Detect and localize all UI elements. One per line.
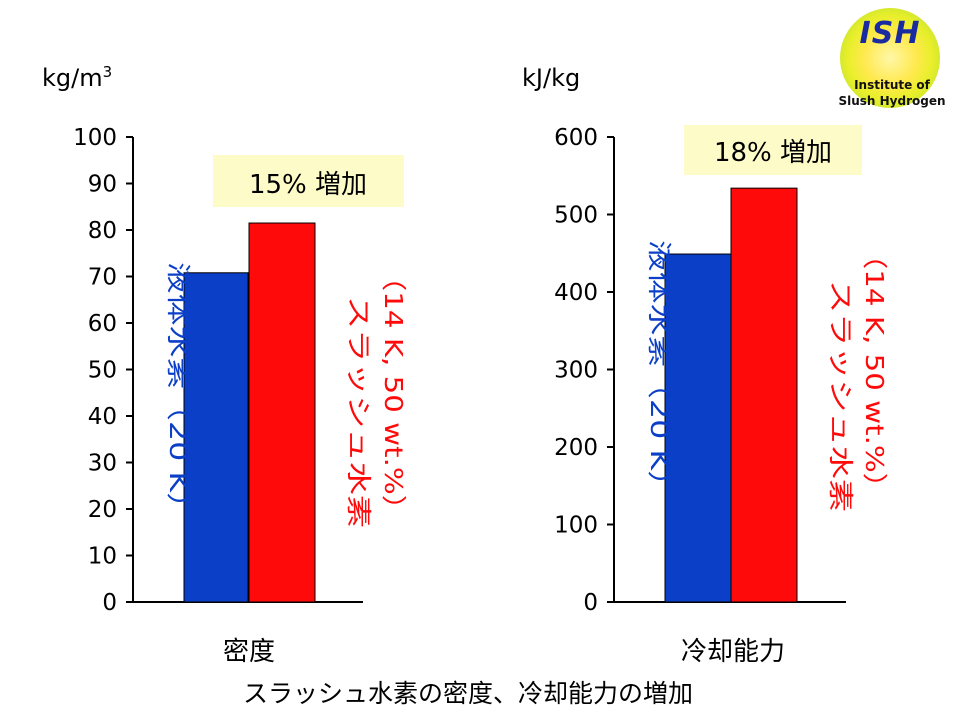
density-slush-series-label-line2: （14 K, 50 wt.%）	[379, 262, 408, 524]
cooling-liquid-series-label: 液体水素（20 K）	[645, 240, 674, 502]
density-bar-slush-hydrogen	[248, 222, 316, 603]
cooling-tick-label: 500	[554, 203, 598, 229]
cooling-unit-label: kJ/kg	[522, 64, 580, 92]
cooling-bar-slush-hydrogen	[730, 187, 798, 603]
density-callout-text: 15% 増加	[249, 170, 367, 200]
logo-text-line2: Slush Hydrogen	[838, 94, 946, 108]
density-bar-liquid-hydrogen	[183, 272, 249, 603]
cooling-category-label: 冷却能力	[681, 637, 785, 667]
density-tick-label: 60	[88, 311, 117, 337]
cooling-y-ticks: 0 100 200 300 400 500 600	[554, 125, 614, 616]
density-tick-label: 40	[88, 404, 117, 430]
logo-sun-circle	[840, 8, 940, 108]
figure-caption: スラッシュ水素の密度、冷却能力の増加	[243, 679, 693, 708]
density-tick-label: 50	[88, 358, 117, 384]
cooling-tick-label: 600	[554, 125, 598, 151]
cooling-callout-box	[684, 125, 862, 175]
density-liquid-series-label: 液体水素（20 K）	[164, 262, 193, 524]
logo-text-line1: Institute of	[854, 78, 930, 92]
cooling-tick-label: 0	[583, 590, 598, 616]
logo-abbreviation: ISH	[859, 16, 921, 51]
cooling-tick-label: 400	[554, 280, 598, 306]
density-chart: kg/m3 0 10 20 30 40 50 60 70 80 90 100 15% 増加 密度 液…	[42, 63, 408, 667]
density-tick-label: 10	[88, 544, 117, 570]
density-y-ticks: 0 10 20 30 40 50 60 70 80 90 100	[73, 125, 133, 616]
density-tick-label: 100	[73, 125, 117, 151]
density-tick-label: 20	[88, 497, 117, 523]
cooling-callout-text: 18% 増加	[714, 138, 832, 168]
ish-logo: ISH Institute of Slush Hydrogen	[834, 8, 950, 112]
density-slush-series-label-line1: スラッシュ水素	[344, 296, 373, 528]
density-category-label: 密度	[223, 637, 275, 667]
density-unit-label: kg/m3	[42, 63, 112, 92]
density-tick-label: 0	[102, 590, 117, 616]
cooling-slush-series-label-line1: スラッシュ水素	[826, 280, 855, 512]
cooling-tick-label: 200	[554, 435, 598, 461]
density-tick-label: 30	[88, 451, 117, 477]
density-unit-superscript: 3	[103, 63, 113, 81]
cooling-bar-liquid-hydrogen	[664, 253, 732, 603]
cooling-capacity-chart: kJ/kg 0 100 200 300 400 500 600 18% 増加 冷却能力 液体…	[522, 64, 889, 667]
density-callout-box	[213, 155, 404, 207]
cooling-slush-series-label-line2: （14 K, 50 wt.%）	[860, 240, 889, 502]
density-tick-label: 90	[88, 172, 117, 198]
cooling-tick-label: 300	[554, 358, 598, 384]
density-tick-label: 70	[88, 265, 117, 291]
density-tick-label: 80	[88, 218, 117, 244]
cooling-tick-label: 100	[554, 513, 598, 539]
